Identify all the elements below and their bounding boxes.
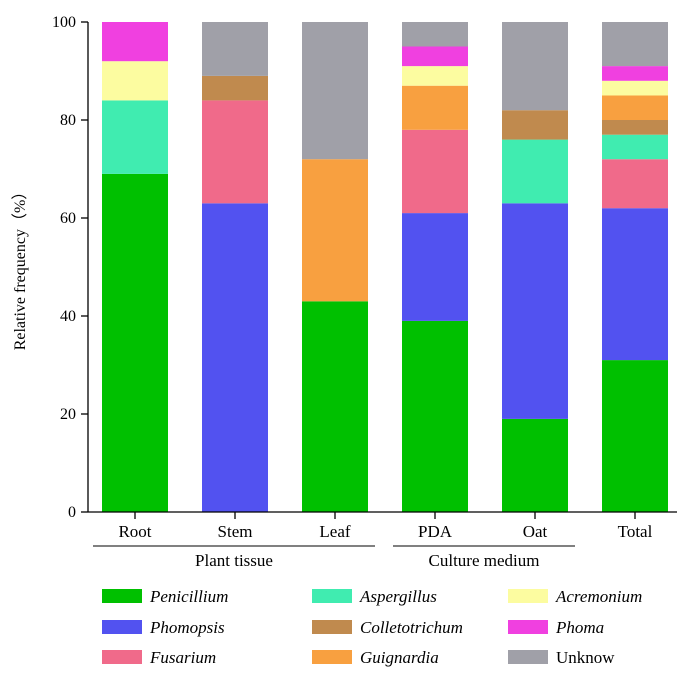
legend-label-unknow: Unknow: [556, 648, 615, 667]
bar-segment-oat-phomopsis: [502, 203, 568, 419]
bar-segment-total-colletotrichum: [602, 120, 668, 135]
bar-segment-total-aspergillus: [602, 134, 668, 160]
x-tick-label-leaf: Leaf: [319, 522, 350, 541]
legend-label-phoma: Phoma: [555, 618, 604, 637]
bar-segment-oat-colletotrichum: [502, 110, 568, 140]
legend-swatch-unknow: [508, 650, 548, 664]
x-tick-label-stem: Stem: [218, 522, 253, 541]
legend-label-fusarium: Fusarium: [149, 648, 216, 667]
bar-segment-leaf-unknow: [302, 22, 368, 160]
bar-segment-root-phoma: [102, 22, 168, 62]
legend-label-phomopsis: Phomopsis: [149, 618, 225, 637]
legend-label-penicillium: Penicillium: [149, 587, 228, 606]
y-tick-label: 0: [68, 504, 76, 521]
y-tick-label: 20: [60, 406, 76, 423]
legend: Penicillium Phomopsis Fusarium Aspergillus C…: [102, 587, 642, 667]
legend-swatch-penicillium: [102, 589, 142, 603]
bar-segment-total-phoma: [602, 66, 668, 81]
legend-label-aspergillus: Aspergillus: [359, 587, 437, 606]
group-label: Plant tissue: [195, 551, 273, 570]
axes-layer: 0 20 40 60 80 100 Root Stem Leaf PDA Oat Total Plant…: [52, 14, 677, 570]
bar-segment-total-fusarium: [602, 159, 668, 209]
x-tick-label-total: Total: [618, 522, 653, 541]
legend-swatch-colletotrichum: [312, 620, 352, 634]
bar-segment-stem-fusarium: [202, 100, 268, 204]
legend-label-colletotrichum: Colletotrichum: [360, 618, 463, 637]
legend-swatch-acremonium: [508, 589, 548, 603]
bar-segment-oat-aspergillus: [502, 139, 568, 204]
x-tick-label-pda: PDA: [418, 522, 453, 541]
x-tick-label-oat: Oat: [523, 522, 548, 541]
bar-segment-total-guignardia: [602, 95, 668, 120]
bar-segment-pda-guignardia: [402, 85, 468, 130]
bar-segment-pda-acremonium: [402, 66, 468, 86]
bar-segment-oat-penicillium: [502, 418, 568, 512]
bar-segment-total-phomopsis: [602, 208, 668, 361]
bar-segment-total-unknow: [602, 22, 668, 67]
bars-layer: [102, 22, 668, 513]
legend-swatch-guignardia: [312, 650, 352, 664]
bar-segment-leaf-penicillium: [302, 301, 368, 512]
bar-segment-leaf-guignardia: [302, 159, 368, 302]
legend-label-acremonium: Acremonium: [555, 587, 642, 606]
bar-segment-stem-unknow: [202, 22, 268, 76]
y-tick-label: 80: [60, 112, 76, 129]
group-label: Culture medium: [429, 551, 540, 570]
y-tick-label: 60: [60, 210, 76, 227]
legend-swatch-aspergillus: [312, 589, 352, 603]
x-tick-label-root: Root: [118, 522, 151, 541]
bar-segment-root-penicillium: [102, 173, 168, 512]
y-tick-label: 40: [60, 308, 76, 325]
bar-segment-root-aspergillus: [102, 100, 168, 174]
y-axis-label: Relative frequency（%）: [11, 184, 29, 351]
legend-swatch-fusarium: [102, 650, 142, 664]
y-tick-label: 100: [52, 14, 76, 31]
bar-segment-stem-colletotrichum: [202, 75, 268, 101]
legend-swatch-phoma: [508, 620, 548, 634]
bar-segment-pda-phoma: [402, 46, 468, 67]
bar-segment-stem-phomopsis: [202, 203, 268, 513]
bar-segment-oat-unknow: [502, 22, 568, 111]
legend-swatch-phomopsis: [102, 620, 142, 634]
bar-segment-pda-fusarium: [402, 129, 468, 214]
bar-segment-pda-unknow: [402, 22, 468, 47]
bar-segment-total-acremonium: [602, 80, 668, 96]
bar-segment-root-acremonium: [102, 61, 168, 101]
bar-segment-total-penicillium: [602, 360, 668, 512]
bar-segment-pda-phomopsis: [402, 213, 468, 321]
bar-segment-pda-penicillium: [402, 320, 468, 512]
legend-label-guignardia: Guignardia: [360, 648, 439, 667]
